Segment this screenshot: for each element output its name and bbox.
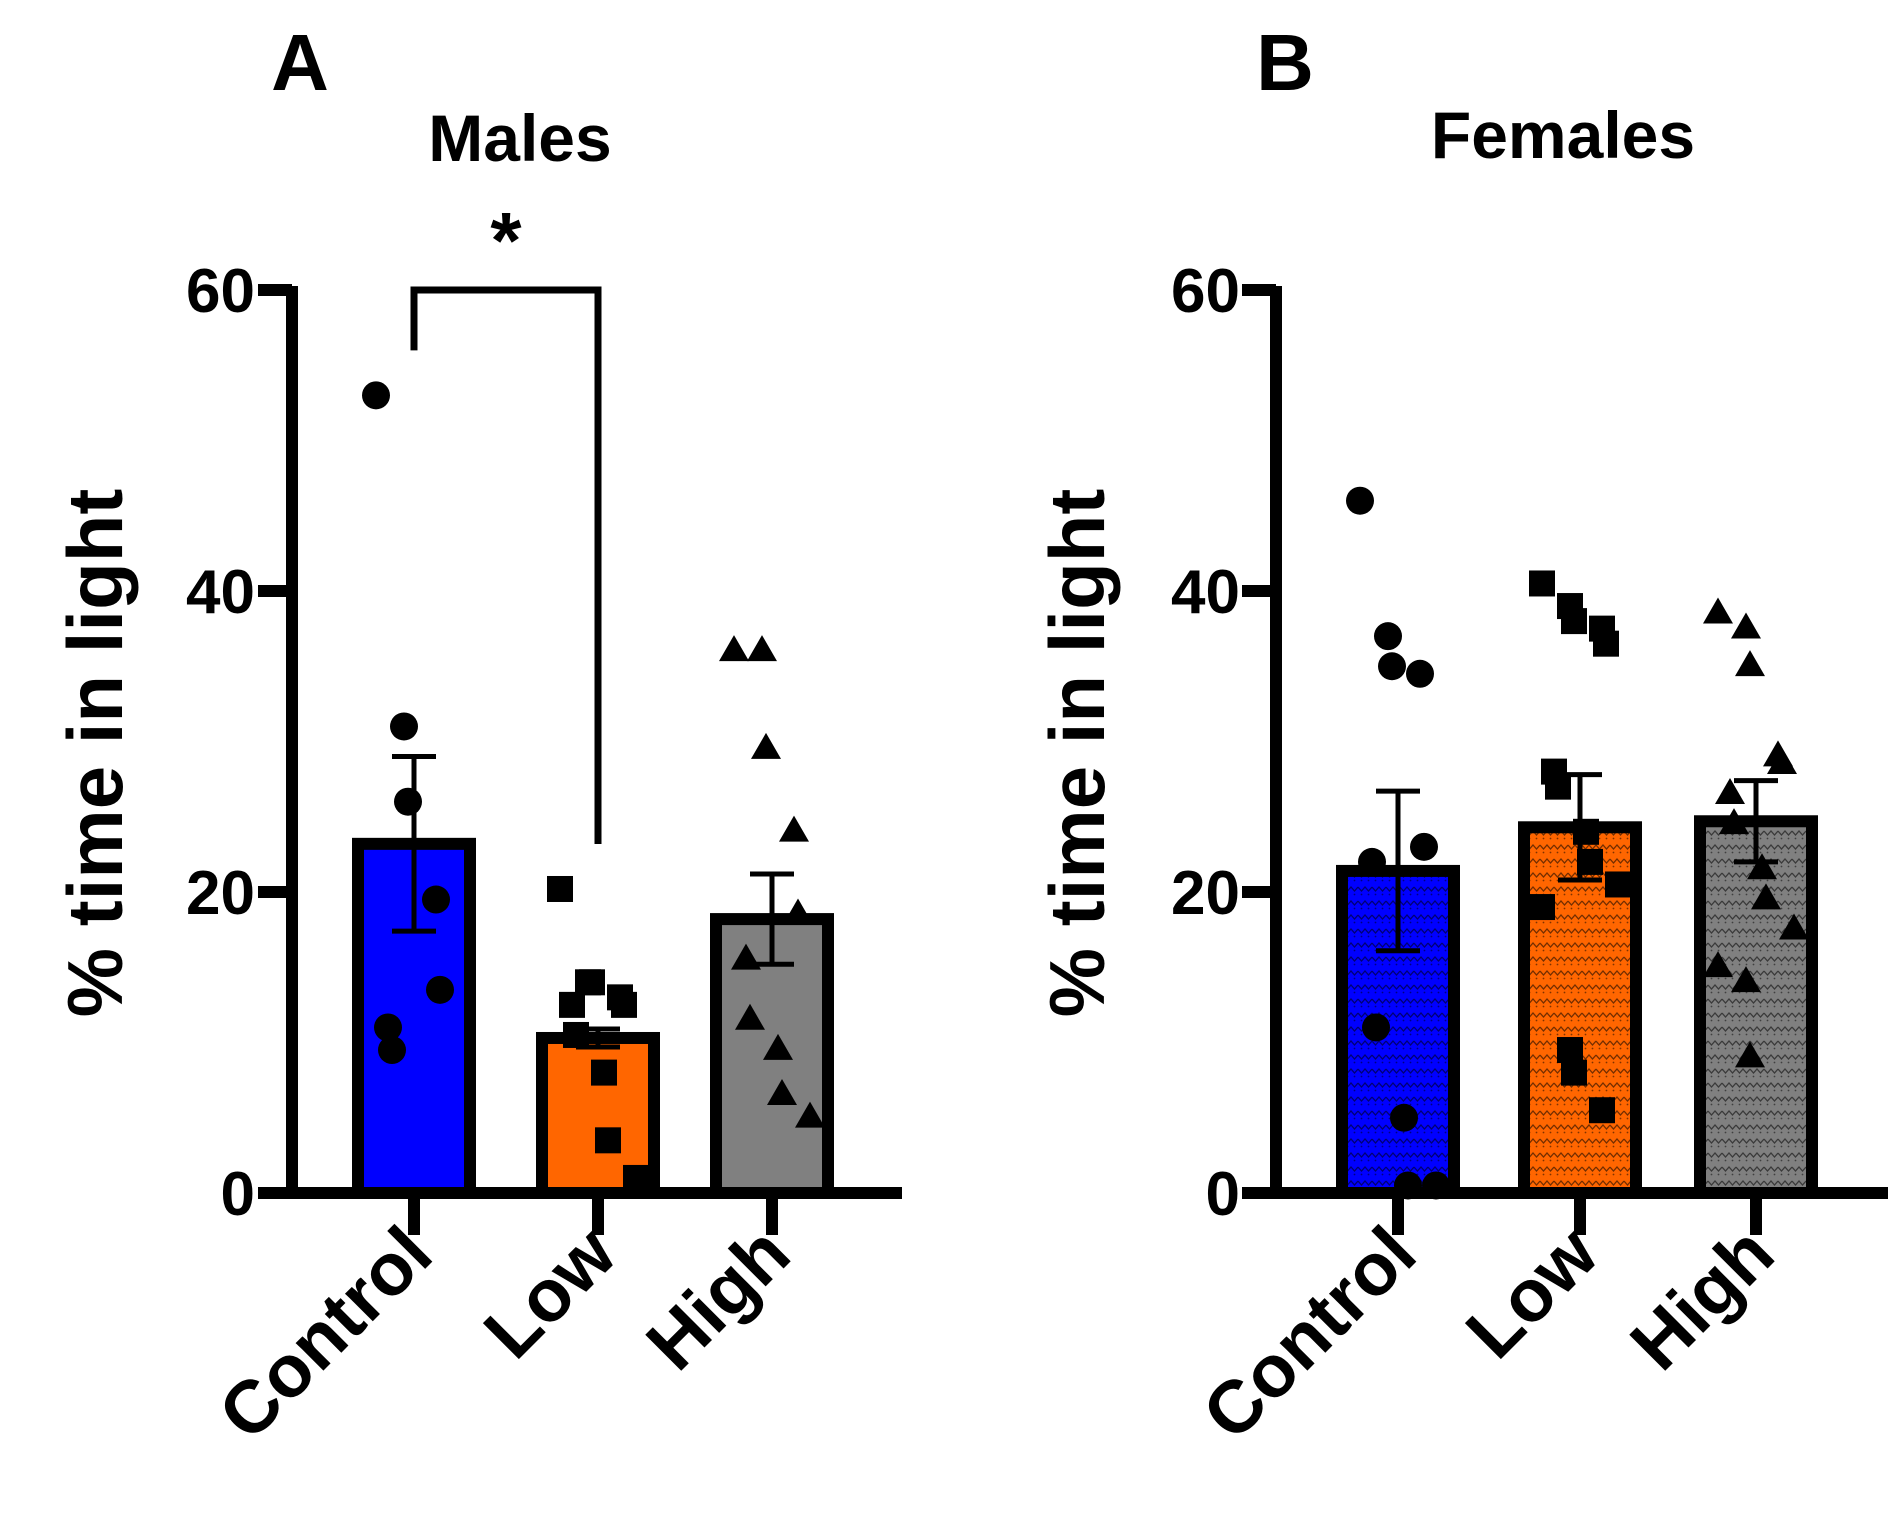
data-point: [1529, 570, 1555, 597]
x-tick-label: Low: [1450, 1210, 1614, 1374]
y-tick-label: 60: [1171, 257, 1240, 326]
data-point: [783, 898, 813, 925]
data-point: [579, 969, 605, 996]
significance-bracket: [410, 286, 602, 844]
data-point: [1751, 883, 1781, 910]
y-tick-label: 0: [1206, 1160, 1240, 1229]
data-point: [1703, 951, 1733, 978]
y-tick-label: 0: [221, 1160, 255, 1229]
data-point: [394, 787, 422, 816]
x-tick-label: Control: [203, 1211, 448, 1456]
data-point: [763, 1033, 793, 1060]
y-tick-label: 20: [186, 859, 255, 928]
data-point: [374, 1013, 402, 1042]
data-point: [1719, 808, 1749, 835]
y-tick-label: 40: [1171, 558, 1240, 627]
data-point: [1573, 818, 1599, 845]
x-tick-label: Control: [1187, 1211, 1432, 1456]
data-point: [1561, 1059, 1587, 1086]
data-point: [1779, 913, 1809, 940]
data-point: [751, 732, 781, 759]
data-point: [1605, 871, 1631, 898]
data-point: [1593, 630, 1619, 657]
data-point: [362, 381, 390, 410]
panel-b-y-axis-label: % time in light: [1033, 489, 1121, 1018]
data-point: [1390, 1103, 1418, 1132]
panel-a-y-axis-label: % time in light: [51, 489, 139, 1018]
data-point: [595, 1127, 621, 1154]
data-point: [1589, 1097, 1615, 1124]
data-point: [623, 1164, 649, 1191]
data-point: [378, 1036, 406, 1065]
data-point: [1529, 894, 1555, 921]
data-point: [1545, 773, 1571, 800]
data-point: [735, 1003, 765, 1030]
data-point: [747, 635, 777, 662]
data-point: [591, 1059, 617, 1086]
panel-a-title: Males: [428, 101, 611, 175]
data-point: [719, 635, 749, 662]
data-point: [1557, 1037, 1583, 1064]
x-tick-label: High: [630, 1211, 805, 1386]
data-point: [1410, 832, 1438, 861]
significance-label: *: [490, 196, 522, 285]
data-point: [1731, 612, 1761, 639]
data-point: [795, 1101, 825, 1128]
data-point: [1406, 659, 1434, 688]
data-point: [1715, 778, 1745, 805]
panel-b-label: B: [1256, 18, 1314, 107]
data-point: [1374, 622, 1402, 651]
data-point: [1767, 747, 1797, 774]
data-point: [547, 875, 573, 902]
data-point: [731, 943, 761, 970]
data-point: [1358, 847, 1386, 876]
panel-b-title: Females: [1431, 98, 1695, 172]
data-point: [563, 1021, 589, 1048]
data-point: [1378, 652, 1406, 681]
y-tick-label: 40: [186, 558, 255, 627]
data-point: [559, 991, 585, 1018]
data-point: [1735, 1041, 1765, 1068]
y-tick-label: 60: [186, 257, 255, 326]
x-tick-label: Low: [468, 1210, 632, 1374]
panel-a-label: A: [271, 18, 329, 107]
data-point: [1735, 650, 1765, 677]
data-point: [1747, 853, 1777, 880]
data-point: [1731, 966, 1761, 993]
data-point: [1346, 486, 1374, 515]
data-point: [1577, 848, 1603, 875]
bar-pattern-high: [1700, 821, 1812, 1193]
data-point: [767, 1079, 797, 1106]
data-point: [611, 991, 637, 1018]
data-point: [1703, 597, 1733, 624]
data-point: [390, 712, 418, 741]
data-point: [422, 885, 450, 914]
data-point: [426, 975, 454, 1004]
data-point: [779, 815, 809, 842]
data-point: [1362, 1013, 1390, 1042]
data-point: [1561, 608, 1587, 635]
panel-a: A Males % time in light 0 20 40 60 Control Lo…: [51, 18, 902, 1455]
panel-b: B Females % time in light 0 20 40 60 Control…: [1033, 18, 1888, 1455]
x-tick-label: High: [1614, 1211, 1789, 1386]
y-tick-label: 20: [1171, 859, 1240, 928]
